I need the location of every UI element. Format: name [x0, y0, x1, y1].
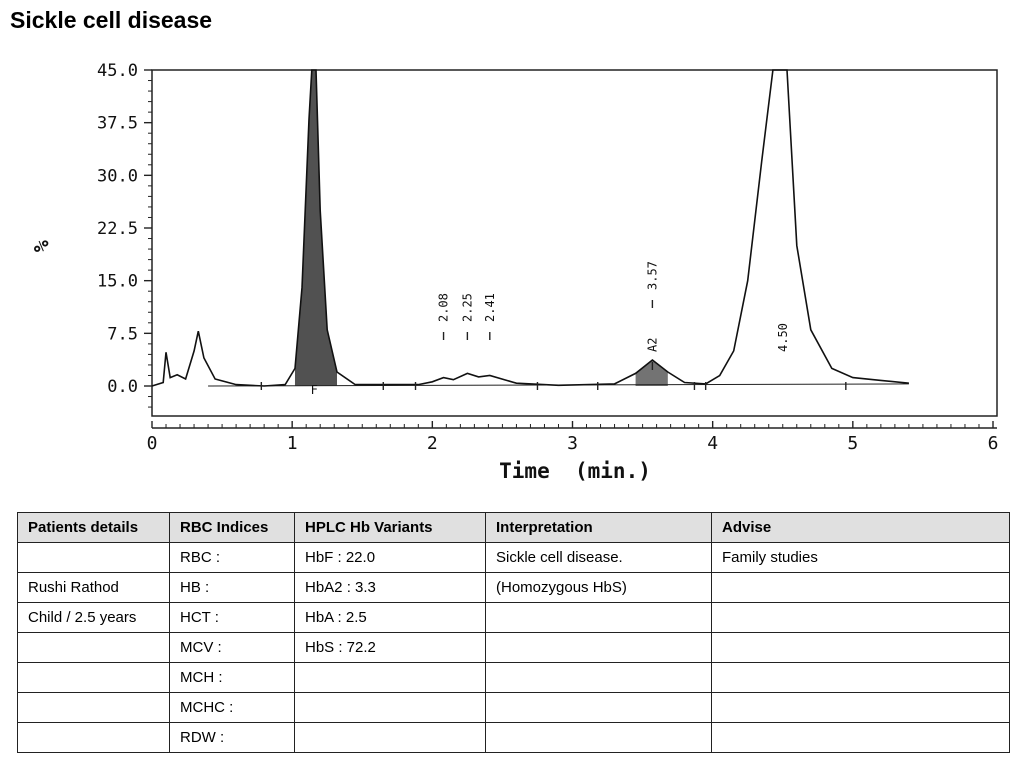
y-tick-label: 15.0 [97, 272, 138, 292]
interpretation-cell [485, 632, 712, 663]
table-row: RDW : [17, 722, 1010, 753]
hplc-variant-cell: HbA : 2.5 [294, 602, 486, 633]
chromatogram-line [151, 69, 909, 387]
hplc-variant-cell: HbS : 72.2 [294, 632, 486, 663]
hplc-variant-cell: HbA2 : 3.3 [294, 572, 486, 603]
patients-details-cell: Child / 2.5 years [17, 602, 170, 633]
x-tick-label: 5 [847, 433, 858, 454]
header-rbc-indices: RBC Indices [169, 512, 295, 543]
hplc-variant-cell [294, 662, 486, 693]
patients-details-cell [17, 692, 170, 723]
header-patients-details: Patients details [17, 512, 170, 543]
interpretation-cell [485, 722, 712, 753]
x-tick-label: 1 [287, 433, 298, 454]
table-row: Rushi Rathod HB : HbA2 : 3.3 (Homozygous Hb… [17, 572, 1010, 603]
table-row: Child / 2.5 years HCT : HbA : 2.5 [17, 602, 1010, 633]
hplc-variant-cell [294, 722, 486, 753]
advise-cell [711, 632, 1010, 663]
a2-peak-shading [635, 360, 668, 386]
series-layer [151, 69, 909, 390]
patients-details-cell: Rushi Rathod [17, 572, 170, 603]
patients-details-cell [17, 722, 170, 753]
table-row: RBC : HbF : 22.0 Sickle cell disease. Famil… [17, 542, 1010, 573]
peak-label-layer: 2.08 2.25 2.41 3.57 A2 4.50 F [311, 261, 790, 397]
y-tick-label: 22.5 [97, 219, 138, 239]
peak-label: 3.57 [645, 261, 659, 290]
advise-cell: Family studies [711, 542, 1010, 573]
y-axis-label: % [29, 240, 53, 252]
advise-cell [711, 722, 1010, 753]
interpretation-cell: Sickle cell disease. [485, 542, 712, 573]
y-tick-label: 37.5 [97, 114, 138, 134]
peak-label: F [311, 383, 318, 397]
peak-label: 4.50 [776, 323, 790, 352]
interpretation-cell [485, 602, 712, 633]
rbc-indices-cell: RBC : [169, 542, 295, 573]
table-row: MCH : [17, 662, 1010, 693]
rbc-indices-cell: MCH : [169, 662, 295, 693]
rbc-indices-cell: MCV : [169, 632, 295, 663]
interpretation-cell [485, 692, 712, 723]
hplc-variant-cell: HbF : 22.0 [294, 542, 486, 573]
plot-frame [151, 69, 998, 417]
table-row: MCV : HbS : 72.2 [17, 632, 1010, 663]
peak-label: 2.41 [483, 293, 497, 322]
page-title: Sickle cell disease [10, 7, 213, 33]
patients-details-cell [17, 632, 170, 663]
peak-label: 2.25 [460, 293, 474, 322]
header-hplc-hb-variants: HPLC Hb Variants [294, 512, 486, 543]
y-tick-label: 45.0 [97, 61, 138, 81]
rbc-indices-cell: RDW : [169, 722, 295, 753]
advise-cell [711, 692, 1010, 723]
interpretation-cell [485, 662, 712, 693]
x-tick-label: 2 [427, 433, 438, 454]
header-interpretation: Interpretation [485, 512, 712, 543]
interpretation-cell: (Homozygous HbS) [485, 572, 712, 603]
hbf-peak-shading [294, 70, 338, 386]
x-tick-label: 0 [147, 433, 158, 454]
table-row: MCHC : [17, 692, 1010, 723]
peak-label: 2.08 [437, 293, 451, 322]
y-tick-label: 0.0 [107, 377, 138, 397]
peak-label: A2 [645, 338, 659, 352]
x-axis-ticks: 0 1 2 3 4 5 6 [147, 421, 999, 454]
advise-cell [711, 602, 1010, 633]
rbc-indices-cell: MCHC : [169, 692, 295, 723]
hplc-report-table: Patients details RBC Indices HPLC Hb Var… [17, 512, 1010, 753]
y-axis-ticks: 0.0 7.5 15.0 22.5 30.0 37.5 45.0 [97, 61, 152, 408]
patients-details-cell [17, 662, 170, 693]
advise-cell [711, 572, 1010, 603]
hplc-variant-cell [294, 692, 486, 723]
x-tick-label: 6 [988, 433, 999, 454]
x-tick-label: 4 [707, 433, 718, 454]
x-axis-label: Time (min.) [499, 459, 651, 483]
advise-cell [711, 662, 1010, 693]
table-header-row: Patients details RBC Indices HPLC Hb Var… [17, 512, 1010, 543]
rbc-indices-cell: HB : [169, 572, 295, 603]
patients-details-cell [17, 542, 170, 573]
y-tick-label: 7.5 [107, 324, 138, 344]
rbc-indices-cell: HCT : [169, 602, 295, 633]
header-advise: Advise [711, 512, 1010, 543]
y-tick-label: 30.0 [97, 166, 138, 186]
x-tick-label: 3 [567, 433, 578, 454]
report-body: RBC : HbF : 22.0 Sickle cell disease. Famil… [17, 542, 1010, 753]
